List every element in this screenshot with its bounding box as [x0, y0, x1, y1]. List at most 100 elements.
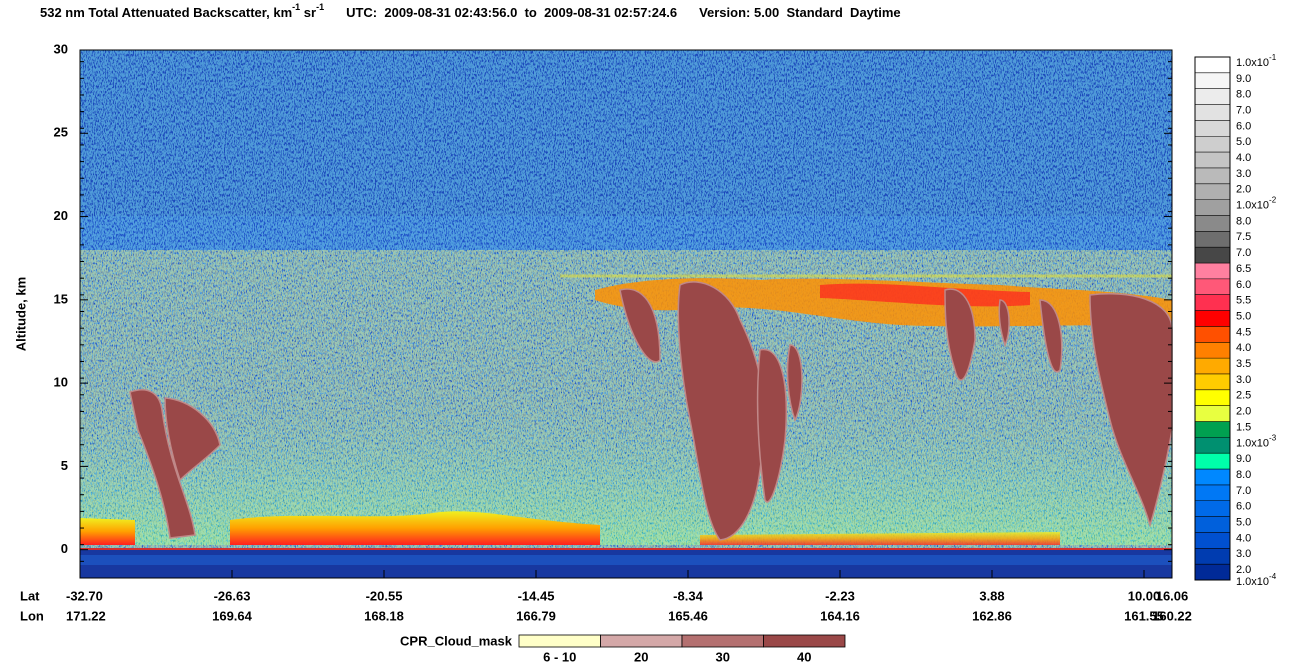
- colorbar-label: 3.0: [1236, 548, 1251, 560]
- colorbar-swatch: [1195, 484, 1230, 502]
- colorbar-swatch: [1195, 389, 1230, 406]
- cpr-legend-item: 6 - 10: [543, 649, 576, 664]
- colorbar-swatch: [1195, 500, 1230, 517]
- colorbar-swatch: [1195, 532, 1230, 549]
- lat-tick-label: -2.23: [825, 588, 855, 603]
- colorbar-label: 2.0: [1236, 184, 1251, 196]
- title-superscript: -1: [292, 2, 300, 12]
- cpr-legend-label: CPR_Cloud_mask: [400, 633, 513, 648]
- colorbar-label: 6.0: [1236, 501, 1251, 513]
- colorbar-label: 5.0: [1236, 310, 1251, 322]
- lat-tick-label: 10.00: [1128, 588, 1161, 603]
- colorbar-swatch: [1195, 152, 1230, 169]
- colorbar-swatch: [1195, 183, 1230, 200]
- lon-tick-label: 162.86: [972, 608, 1012, 623]
- lon-tick-label: 165.46: [668, 608, 708, 623]
- lon-tick-label: 171.22: [66, 608, 106, 623]
- lon-tick-label: 164.16: [820, 608, 860, 623]
- colorbar-label-exponent: -2: [1269, 196, 1277, 205]
- colorbar-swatch: [1195, 358, 1230, 375]
- colorbar-label: 1.0x10-3: [1236, 433, 1277, 449]
- colorbar-swatch: [1195, 199, 1230, 216]
- colorbar-label-exponent: -4: [1269, 572, 1277, 581]
- colorbar-label: 7.0: [1236, 485, 1251, 497]
- title-superscript: -1: [316, 2, 324, 12]
- lon-tick-label: 161.55: [1124, 608, 1164, 623]
- lon-tick-label: 169.64: [212, 608, 253, 623]
- backscatter-image: [80, 50, 1173, 578]
- colorbar-label-base: 1.0x10: [1236, 437, 1269, 449]
- lon-tick-label: 168.18: [364, 608, 404, 623]
- colorbar-label-base: 1.0x10: [1236, 576, 1269, 588]
- colorbar-swatch: [1195, 72, 1230, 89]
- colorbar-label: 9.0: [1236, 453, 1251, 465]
- colorbar-label: 1.0x10-4: [1236, 572, 1277, 588]
- chart-title: 532 nm Total Attenuated Backscatter, km-…: [40, 2, 901, 20]
- y-tick-label: 10: [54, 375, 68, 390]
- colorbar-label: 5.0: [1236, 517, 1251, 529]
- colorbar-swatch: [1195, 247, 1230, 264]
- cpr-legend-item: 30: [716, 649, 730, 664]
- cpr-legend-swatch: [600, 634, 683, 648]
- cpr-legend-swatch: [763, 634, 846, 648]
- colorbar-label: 8.0: [1236, 215, 1251, 227]
- colorbar-swatch: [1195, 373, 1230, 391]
- title-text: Version: 5.00 Standard Daytime: [699, 5, 901, 20]
- lat-tick-label: 16.06: [1156, 588, 1189, 603]
- colorbar-swatch: [1195, 342, 1230, 359]
- colorbar-label: 3.0: [1236, 168, 1251, 180]
- colorbar-label: 6.5: [1236, 263, 1251, 275]
- colorbar-label-exponent: -1: [1269, 53, 1277, 62]
- colorbar-label: 8.0: [1236, 469, 1251, 481]
- colorbar-swatch: [1195, 263, 1230, 280]
- lat-tick-label: -26.63: [214, 588, 251, 603]
- colorbar-label: 2.0: [1236, 564, 1251, 576]
- colorbar-label: 5.5: [1236, 295, 1251, 307]
- cpr-legend-item: 20: [634, 649, 648, 664]
- colorbar-swatch: [1195, 167, 1230, 185]
- colorbar-swatch: [1195, 57, 1230, 74]
- colorbar-swatch: [1195, 215, 1230, 232]
- colorbar-label-base: 1.0x10: [1236, 57, 1269, 69]
- colorbar-swatch: [1195, 548, 1230, 565]
- cpr-legend-swatch: [518, 634, 601, 648]
- title-text: 532 nm Total Attenuated Backscatter, km: [40, 5, 292, 20]
- colorbar-label: 7.0: [1236, 247, 1251, 259]
- colorbar-swatch: [1195, 278, 1230, 296]
- colorbar-swatch: [1195, 231, 1230, 248]
- colorbar-swatch: [1195, 326, 1230, 343]
- colorbar-label: 1.0x10-2: [1236, 196, 1277, 212]
- colorbar-label: 6.0: [1236, 120, 1251, 132]
- colorbar-label-base: 1.0x10: [1236, 200, 1269, 212]
- y-tick-label: 0: [61, 541, 68, 556]
- colorbar-swatch: [1195, 469, 1230, 486]
- colorbar-label: 3.0: [1236, 374, 1251, 386]
- lat-tick-label: -8.34: [673, 588, 703, 603]
- colorbar-label: 9.0: [1236, 73, 1251, 85]
- colorbar-label-exponent: -3: [1269, 433, 1277, 442]
- cpr-legend-swatch: [681, 634, 764, 648]
- colorbar-swatch: [1195, 453, 1230, 470]
- colorbar-swatch: [1195, 136, 1230, 153]
- colorbar-swatch: [1195, 421, 1230, 438]
- y-axis-label: Altitude, km: [13, 277, 28, 351]
- y-tick-label: 30: [54, 41, 68, 56]
- cpr-legend-item: 40: [797, 649, 811, 664]
- y-tick-label: 15: [54, 291, 68, 306]
- lon-label: Lon: [20, 608, 44, 623]
- y-tick-label: 20: [54, 208, 68, 223]
- colorbar-label: 4.5: [1236, 326, 1251, 338]
- colorbar-swatch: [1195, 120, 1230, 137]
- y-tick-label: 25: [54, 125, 68, 140]
- lon-tick-label: 166.79: [516, 608, 556, 623]
- colorbar-label: 4.0: [1236, 532, 1251, 544]
- colorbar-label: 7.5: [1236, 231, 1251, 243]
- colorbar-label: 5.0: [1236, 136, 1251, 148]
- colorbar-swatch: [1195, 104, 1230, 121]
- plot-frame: [79, 49, 1173, 579]
- title-text: UTC: 2009-08-31 02:43:56.0 to 2009-08-31…: [346, 5, 677, 20]
- lat-tick-label: 3.88: [979, 588, 1004, 603]
- colorbar-label: 7.0: [1236, 104, 1251, 116]
- lat-tick-label: -14.45: [518, 588, 555, 603]
